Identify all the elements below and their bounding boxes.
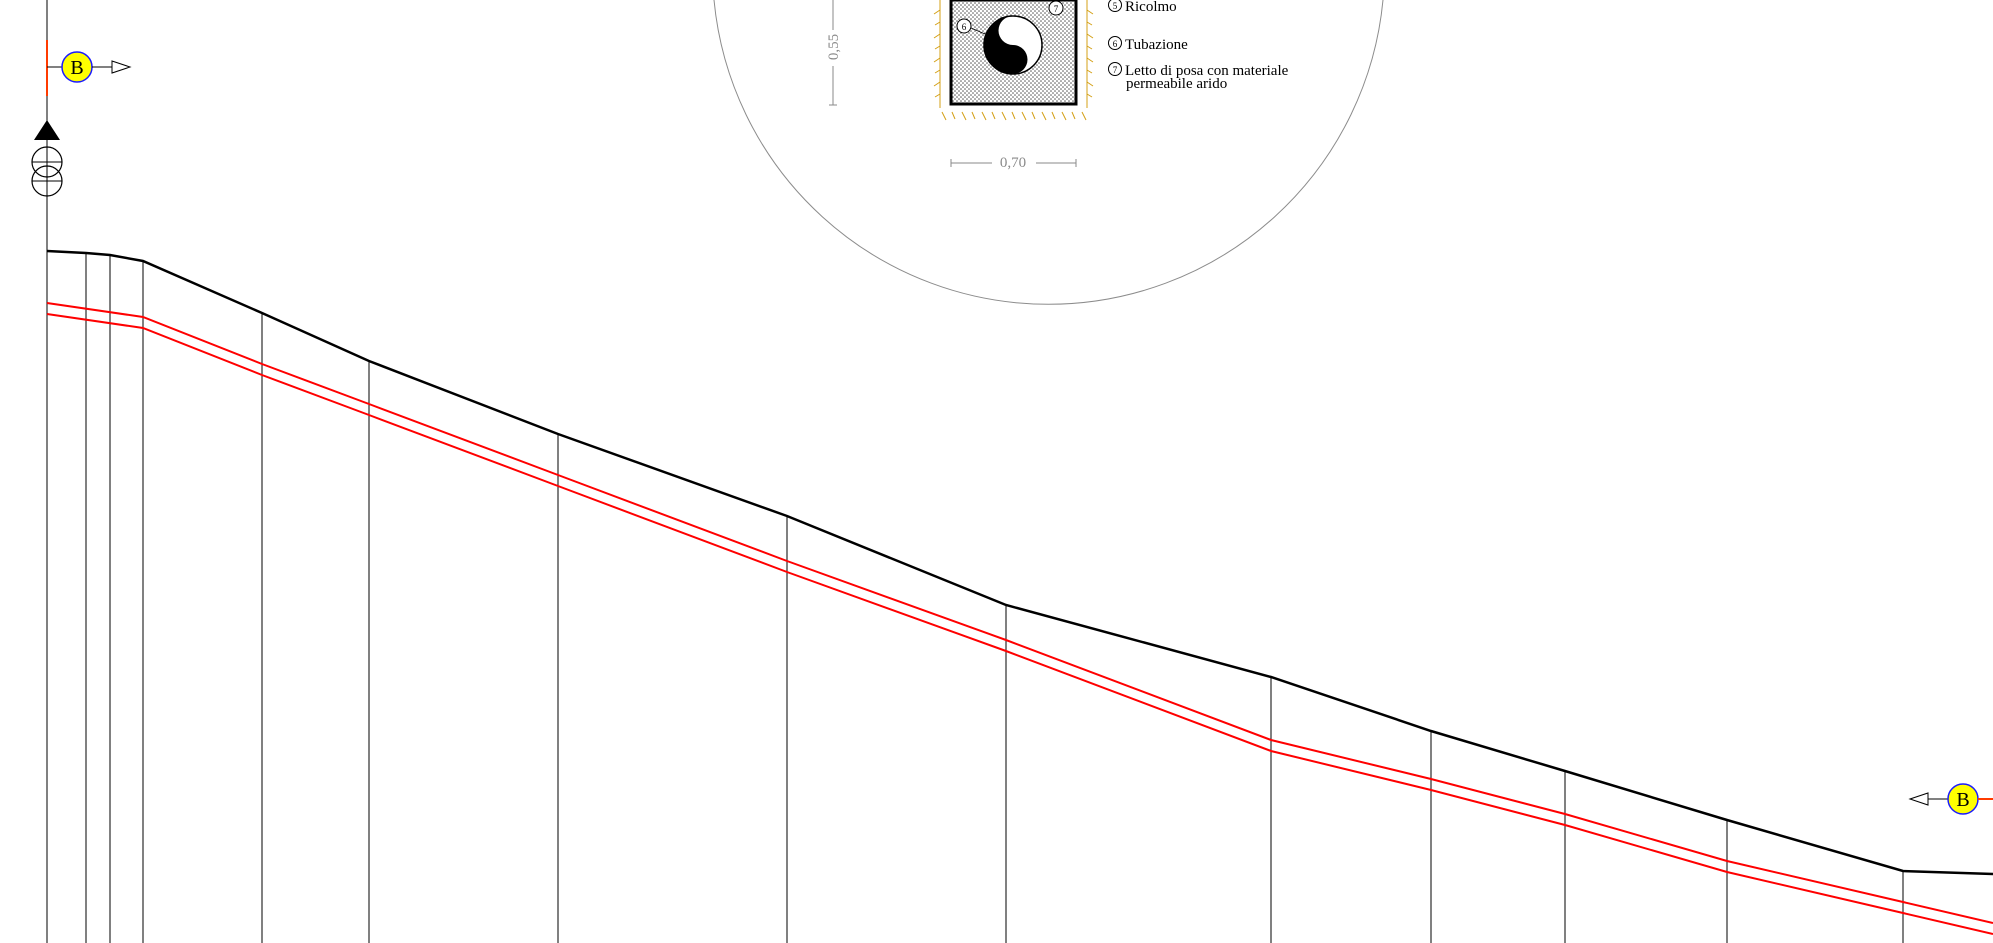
legend-7-circle <box>1108 62 1122 76</box>
width-dimension: 0,70 <box>950 152 1077 171</box>
height-dimension-label: 0,55 <box>826 34 842 60</box>
trench-detail-callout: 6 7 0,55 0,70 5 Ricolmo 6 Tubazione <box>713 0 1384 305</box>
legend-7-text: Letto di posa con materiale <box>1125 63 1289 79</box>
ground-profile-line <box>46 249 1993 876</box>
pipe-fill <box>984 16 1028 74</box>
callout-6-leader <box>970 27 986 35</box>
legend-6-circle <box>1108 36 1122 50</box>
legend-7-number: 7 <box>1113 65 1118 75</box>
detail-circle-boundary <box>713 0 1384 305</box>
backfill-hatch <box>933 0 1094 121</box>
legend-5-circle <box>1108 0 1122 12</box>
section-marker-letter: B <box>70 57 83 79</box>
pipe-top-line <box>46 302 1993 924</box>
reference-symbol <box>31 120 63 197</box>
legend-5-number: 5 <box>1113 1 1118 11</box>
callout-6-circle <box>956 18 972 34</box>
legend-7-text-line2: permeabile arido <box>1126 76 1227 92</box>
section-marker-end: B <box>1908 783 1993 815</box>
callout-6-number: 6 <box>962 22 967 32</box>
triangle-marker-icon <box>34 120 60 140</box>
section-marker-letter: B <box>1956 789 1969 811</box>
direction-arrow-icon <box>111 60 132 74</box>
pipe-bottom-line <box>46 313 1993 935</box>
callout-7-number: 7 <box>1054 4 1059 14</box>
station-lines <box>85 253 1904 943</box>
direction-arrow-icon <box>1908 792 1929 806</box>
legend-6-number: 6 <box>1113 39 1118 49</box>
width-dimension-label: 0,70 <box>1000 155 1026 171</box>
detail-legend: 5 Ricolmo 6 Tubazione 7 Letto di posa co… <box>1108 0 1289 92</box>
legend-5-text: Ricolmo <box>1125 0 1177 15</box>
height-dimension: 0,55 <box>824 0 842 106</box>
section-marker-start: B <box>46 40 132 96</box>
legend-6-text: Tubazione <box>1125 37 1188 53</box>
callout-7-circle <box>1048 0 1064 16</box>
